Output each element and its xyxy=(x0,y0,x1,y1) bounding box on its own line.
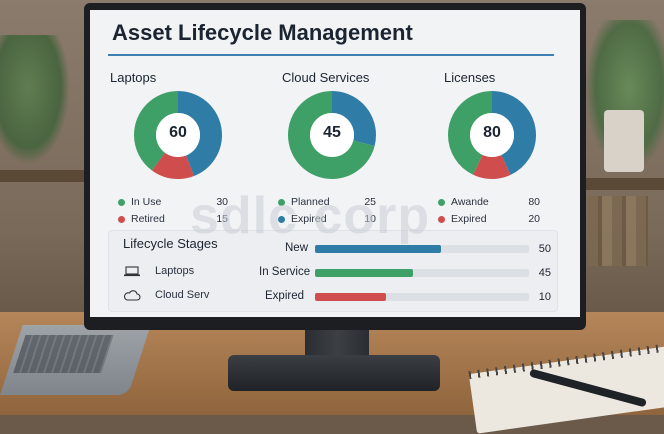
bar-track-expired xyxy=(315,293,529,301)
legend-dot xyxy=(118,198,125,206)
donut-value: 60 xyxy=(169,124,187,141)
laptop xyxy=(0,325,151,395)
cloud-icon xyxy=(123,289,141,301)
laptop-keyboard xyxy=(13,335,114,373)
lifecycle-stages-panel: Lifecycle Stages Laptops Cloud Serv New … xyxy=(108,230,558,312)
bar-track-in-service xyxy=(315,269,529,277)
card-title: Cloud Services xyxy=(282,70,370,85)
stage-item-label: Cloud Serv xyxy=(155,289,210,301)
legend-value: 10 xyxy=(364,213,376,225)
bar-label-expired: Expired xyxy=(265,290,304,302)
plant-pot xyxy=(604,110,644,172)
legend-value: 30 xyxy=(216,196,228,208)
shelf-left xyxy=(0,170,90,182)
legend-dot xyxy=(438,198,445,206)
card-title: Licenses xyxy=(444,70,496,85)
legend-dot xyxy=(438,215,445,223)
donut-chart-cloud-services xyxy=(288,91,376,179)
bar-fill-expired xyxy=(315,293,386,301)
legend-label: In Use xyxy=(131,196,162,208)
dashboard-screen: Asset Lifecycle Management Laptops 60 In… xyxy=(90,10,580,317)
bar-track-new xyxy=(315,245,529,253)
legend-value: 15 xyxy=(216,213,228,225)
stage-item-label: Laptops xyxy=(155,265,195,277)
books xyxy=(588,196,648,266)
legend-label: Expired xyxy=(291,213,327,225)
legend-item: In Use xyxy=(118,196,161,208)
donut-hole xyxy=(310,113,354,157)
plant-left xyxy=(0,35,70,165)
card-title: Laptops xyxy=(110,70,157,85)
card-cloud-services[interactable]: Cloud Services 45 Planned 25 Expired 10 xyxy=(268,64,418,225)
legend-item: Planned xyxy=(278,196,330,208)
page-title: Asset Lifecycle Management xyxy=(112,20,413,45)
donut-chart-laptops xyxy=(134,91,222,179)
donut-chart-licenses xyxy=(448,91,536,179)
legend-value: 25 xyxy=(364,196,376,208)
bar-value-in-service: 45 xyxy=(538,267,551,279)
bar-value-expired: 10 xyxy=(538,291,551,303)
donut-segment-1 xyxy=(288,91,376,179)
donut-segment-1 xyxy=(448,91,536,179)
legend-item: Retired xyxy=(118,213,165,225)
legend-label: Awande xyxy=(451,196,489,208)
legend-dot xyxy=(118,215,125,223)
bar-fill-new xyxy=(315,245,442,253)
stage-item-cloud[interactable]: Cloud Serv xyxy=(123,289,209,301)
legend-value: 80 xyxy=(528,196,540,208)
legend-item: Expired xyxy=(438,213,487,225)
legend-label: Retired xyxy=(131,213,165,225)
donut-value: 80 xyxy=(483,124,501,141)
donut-segment-1 xyxy=(134,91,222,179)
bar-label-new: New xyxy=(285,242,309,254)
donut-value: 45 xyxy=(323,124,341,141)
laptop-icon xyxy=(124,266,140,276)
donut-segment-2 xyxy=(448,91,536,179)
watermark: sdlc corp xyxy=(190,187,431,245)
legend-label: Planned xyxy=(291,196,330,208)
shelf-right xyxy=(580,178,664,190)
bar-value-new: 50 xyxy=(538,243,551,255)
bar-label-in-service: In Service xyxy=(259,266,311,278)
legend-label: Expired xyxy=(451,213,487,225)
stage-item-laptops[interactable]: Laptops xyxy=(123,265,194,277)
legend-value: 20 xyxy=(528,213,540,225)
donut-hole xyxy=(156,113,200,157)
title-divider xyxy=(108,54,554,56)
legend-item: Expired xyxy=(278,213,327,225)
card-licenses[interactable]: Licenses 80 Awande 80 Expired 20 xyxy=(428,64,578,225)
stages-title: Lifecycle Stages xyxy=(123,236,218,251)
donut-hole xyxy=(470,113,514,157)
monitor-stand-base xyxy=(228,355,440,391)
legend-dot xyxy=(278,215,285,223)
donut-segment-2 xyxy=(134,91,222,179)
bar-fill-in-service xyxy=(315,269,414,277)
legend-dot xyxy=(278,198,285,206)
legend-item: Awande xyxy=(438,196,489,208)
card-laptops[interactable]: Laptops 60 In Use 30 Retired 15 xyxy=(108,64,258,225)
